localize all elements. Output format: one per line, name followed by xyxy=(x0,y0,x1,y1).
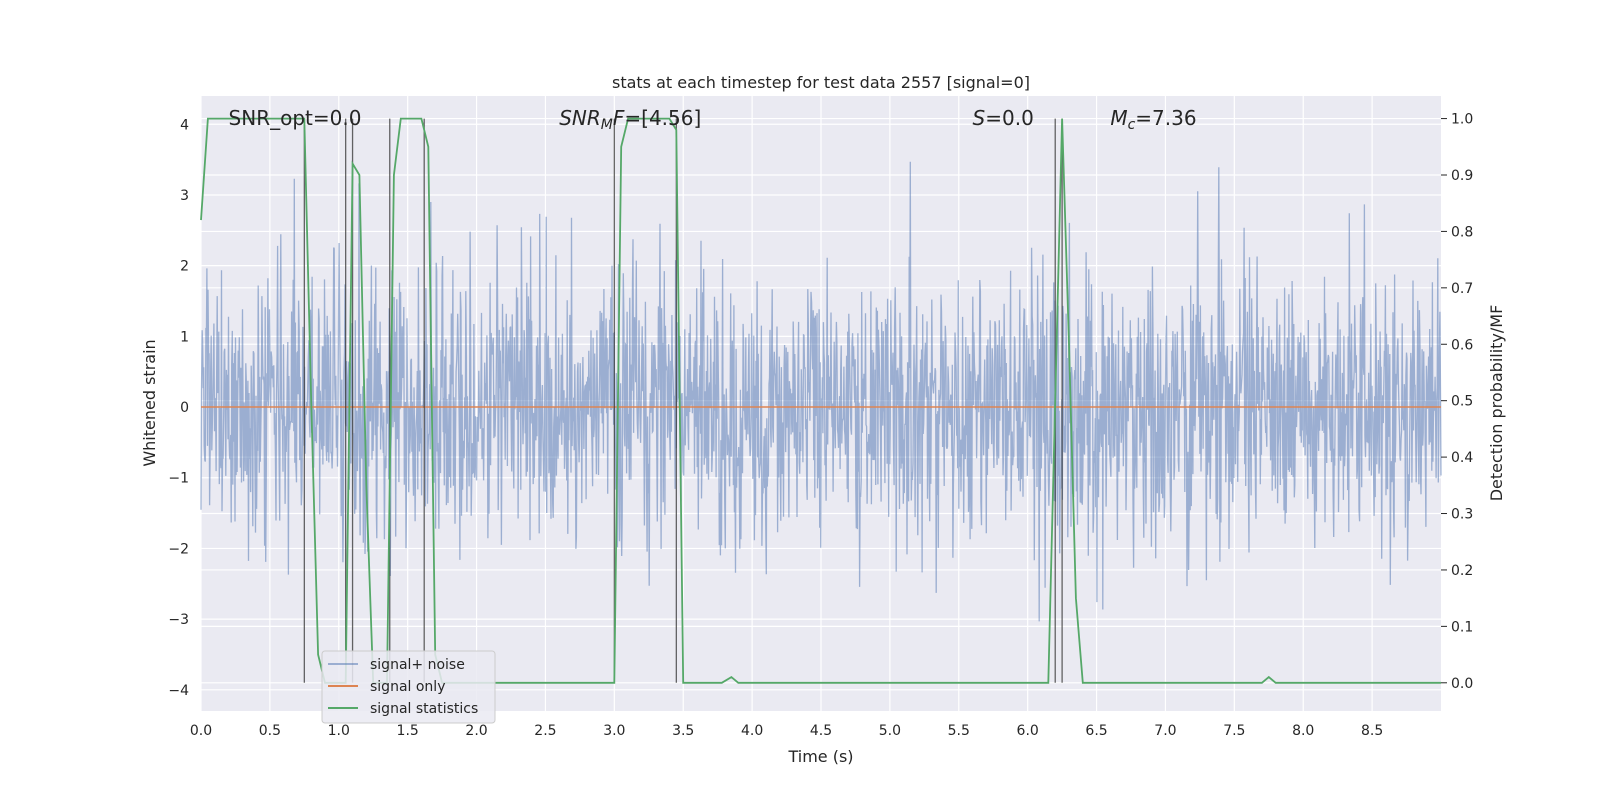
x-tick-label: 8.0 xyxy=(1292,723,1314,739)
signal-statistics-line xyxy=(200,117,1441,684)
legend-box xyxy=(321,650,496,724)
y2-tick-label: 0.1 xyxy=(1451,619,1473,635)
x-tick-label: 5.0 xyxy=(879,723,901,739)
x-tick-label: 7.5 xyxy=(1223,723,1245,739)
y-axis-label: Whitened strain xyxy=(140,339,159,466)
y-tick-label: 2 xyxy=(180,259,189,275)
y-tick-label: 4 xyxy=(180,117,189,133)
legend-label-signal-statistics: signal statistics xyxy=(370,701,478,717)
y2-tick-label: 0.3 xyxy=(1451,507,1473,523)
y2-tick-label: 0.5 xyxy=(1451,394,1473,410)
y2-tick-label: 0.4 xyxy=(1451,450,1473,466)
y2-tick-label: 0.9 xyxy=(1451,168,1473,184)
x-tick-label: 4.0 xyxy=(741,723,763,739)
x-tick-label: 0.0 xyxy=(190,723,212,739)
annotation-text: S=0.0 xyxy=(973,106,1034,130)
x-tick-label: 0.5 xyxy=(259,723,281,739)
series-signal-noise xyxy=(200,161,1442,622)
y2-tick-label: 0.7 xyxy=(1451,281,1473,297)
annotation-text: SNRMF=[4.56] xyxy=(559,106,701,133)
legend-label-signal-only: signal only xyxy=(370,679,445,695)
y2-tick-label: 0.2 xyxy=(1451,563,1473,579)
legend: signal+ noise signal only signal statist… xyxy=(321,650,496,724)
annotations: SNR_opt=0.0 SNRMF=[4.56] S=0.0 Mc=7.36 xyxy=(229,106,1197,133)
annotation-text: Mc=7.36 xyxy=(1110,106,1196,133)
x-tick-label: 3.5 xyxy=(672,723,694,739)
y-tick-label: −2 xyxy=(168,541,189,557)
y-tick-label: −3 xyxy=(168,612,189,628)
x-tick-label: 8.5 xyxy=(1361,723,1383,739)
y2-tick-label: 0.0 xyxy=(1451,676,1473,692)
y2-tick-label: 0.8 xyxy=(1451,224,1473,240)
y-tick-label: 1 xyxy=(180,329,189,345)
x-tick-label: 1.0 xyxy=(328,723,350,739)
y-tick-label: −1 xyxy=(168,471,189,487)
x-tick-label: 4.5 xyxy=(810,723,832,739)
y-tick-label: −4 xyxy=(168,683,189,699)
series-signal-statistics xyxy=(200,117,1441,684)
y-tick-label: 3 xyxy=(180,188,189,204)
y2-tick-label: 1.0 xyxy=(1451,112,1473,128)
tick-labels: 0.0 0.5 1.0 1.5 2.0 2.5 3.0 3.5 4.0 4.5 5.0 5.5 6.0 6… xyxy=(168,112,1473,739)
annotation-text: SNR_opt=0.0 xyxy=(229,106,362,130)
x-tick-label: 1.5 xyxy=(397,723,419,739)
legend-label-signal-noise: signal+ noise xyxy=(370,657,465,673)
y-tick-label: 0 xyxy=(180,400,189,416)
y2-tick-label: 0.6 xyxy=(1451,337,1473,353)
x-tick-label: 7.0 xyxy=(1154,723,1176,739)
x-tick-label: 2.0 xyxy=(465,723,487,739)
x-tick-label: 6.5 xyxy=(1085,723,1107,739)
x-tick-label: 6.0 xyxy=(1017,723,1039,739)
x-tick-label: 2.5 xyxy=(534,723,556,739)
x-axis-label: Time (s) xyxy=(787,747,853,766)
x-tick-label: 5.5 xyxy=(948,723,970,739)
chart-title: stats at each timestep for test data 255… xyxy=(612,73,1030,92)
y2-axis-label: Detection probability/MF xyxy=(1487,305,1506,502)
signal-noise-line xyxy=(200,161,1442,622)
x-tick-label: 3.0 xyxy=(603,723,625,739)
